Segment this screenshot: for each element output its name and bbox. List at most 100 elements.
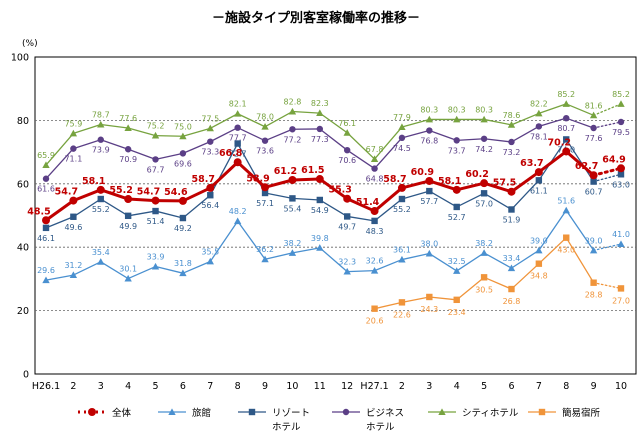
- x-tick-label: 2: [399, 381, 405, 392]
- data-label-business: 74.2: [475, 145, 493, 154]
- series-line-total: [537, 149, 568, 174]
- series-line-total: [345, 197, 377, 213]
- data-point-city: [343, 129, 351, 136]
- data-point-ryokan: [617, 240, 625, 247]
- data-point-simple: [480, 274, 488, 281]
- data-label-resort: 63.0: [612, 180, 630, 189]
- series-line-city: [45, 132, 75, 166]
- series-line-business: [237, 127, 266, 142]
- data-label-city: 85.2: [557, 90, 575, 99]
- data-label-ryokan: 38.2: [475, 239, 493, 248]
- data-label-business: 80.7: [557, 124, 575, 133]
- data-label-simple: 26.8: [503, 297, 521, 306]
- data-point-ryokan: [179, 269, 187, 277]
- data-point-business: [42, 175, 50, 182]
- data-label-simple: 22.6: [393, 310, 411, 319]
- data-label-ryokan: 39.0: [530, 236, 548, 245]
- chart-title: －施設タイプ別客室稼働率の推移－: [212, 10, 420, 26]
- data-point-ryokan: [343, 267, 351, 275]
- legend-marker-simple: [538, 408, 546, 416]
- x-tick-label: 5: [481, 381, 487, 392]
- data-label-simple: 27.0: [612, 296, 630, 305]
- x-tick-label: 8: [563, 381, 569, 392]
- data-point-simple: [426, 293, 433, 301]
- legend-label-city: シティホテル: [462, 408, 519, 419]
- data-point-resort: [453, 203, 460, 211]
- legend-label-business: ビジネス: [366, 408, 404, 419]
- data-point-ryokan: [589, 246, 598, 254]
- data-label-resort: 55.2: [393, 205, 411, 214]
- data-label-ryokan: 30.1: [119, 265, 137, 274]
- series-line-total: [592, 166, 623, 177]
- data-point-city: [535, 109, 543, 117]
- data-label-business: 64.8: [366, 175, 384, 184]
- series-line-simple: [565, 237, 595, 284]
- data-label-city: 85.2: [612, 90, 630, 99]
- legend-label-resort: ホテル: [272, 422, 301, 433]
- data-label-total: 57.5: [493, 178, 516, 189]
- x-tick-label: 6: [508, 381, 514, 392]
- data-label-city: 78.7: [92, 111, 110, 120]
- data-point-total: [370, 207, 379, 216]
- data-point-resort: [398, 195, 406, 203]
- series-line-city: [538, 103, 567, 115]
- data-point-business: [152, 156, 159, 163]
- series-line-business: [209, 127, 239, 143]
- legend-label-resort: リゾート: [272, 408, 310, 419]
- series-line-total: [373, 186, 404, 213]
- data-point-ryokan: [480, 249, 488, 256]
- data-point-city: [69, 129, 78, 137]
- data-label-ryokan: 31.2: [64, 261, 82, 270]
- series-line-ryokan: [428, 252, 458, 272]
- data-point-total: [397, 183, 406, 192]
- data-point-ryokan: [151, 262, 160, 270]
- y-tick-label: 0: [23, 370, 29, 381]
- data-label-resort: 49.6: [64, 223, 82, 232]
- legend-label-business: ホテル: [366, 422, 395, 433]
- x-tick-label: 12: [341, 381, 353, 392]
- data-point-simple: [590, 279, 597, 286]
- data-label-total: 58.9: [246, 173, 269, 184]
- data-label-ryokan: 36.2: [256, 245, 274, 254]
- data-label-resort: 57.7: [420, 197, 438, 206]
- series-line-resort: [100, 198, 129, 217]
- series-line-resort: [456, 192, 485, 208]
- legend-marker-ryokan: [168, 408, 176, 415]
- data-label-city: 77.9: [393, 113, 411, 122]
- data-label-business: 73.2: [503, 148, 521, 157]
- data-label-resort: 49.7: [338, 222, 356, 231]
- data-point-total: [96, 185, 105, 194]
- data-label-business: 77.2: [284, 135, 302, 144]
- data-point-total: [178, 196, 187, 205]
- data-point-total: [315, 175, 324, 184]
- x-tick-label: 7: [207, 381, 213, 392]
- data-label-total: 48.5: [27, 206, 50, 217]
- data-label-ryokan: 31.8: [174, 259, 192, 268]
- data-label-ryokan: 39.0: [585, 236, 603, 245]
- data-label-business: 61.6: [37, 185, 55, 194]
- series-line-resort: [428, 190, 458, 208]
- series-line-total: [482, 181, 513, 194]
- data-label-resort: 55.4: [284, 204, 302, 213]
- data-point-simple: [617, 285, 625, 292]
- series-line-business: [264, 128, 294, 142]
- data-label-resort: 56.4: [201, 201, 219, 210]
- data-label-ryokan: 39.8: [311, 234, 329, 243]
- series-line-simple: [428, 296, 458, 301]
- series-line-business: [346, 149, 376, 170]
- series-line-simple: [373, 301, 403, 310]
- x-tick-label: 9: [591, 381, 597, 392]
- legend-label-ryokan: 旅館: [192, 407, 211, 419]
- data-label-business: 79.5: [612, 128, 630, 137]
- data-point-resort: [508, 206, 515, 213]
- series-line-business: [319, 128, 348, 151]
- data-label-resort: 72.7: [229, 150, 247, 159]
- series-line-total: [318, 177, 349, 201]
- series-line-resort: [291, 197, 321, 201]
- data-label-city: 82.1: [229, 100, 247, 109]
- series-line-resort: [538, 138, 567, 181]
- data-label-business: 78.1: [530, 132, 548, 141]
- x-tick-label: 8: [235, 381, 241, 392]
- series-line-business: [565, 117, 595, 129]
- data-label-total: 58.1: [438, 176, 461, 187]
